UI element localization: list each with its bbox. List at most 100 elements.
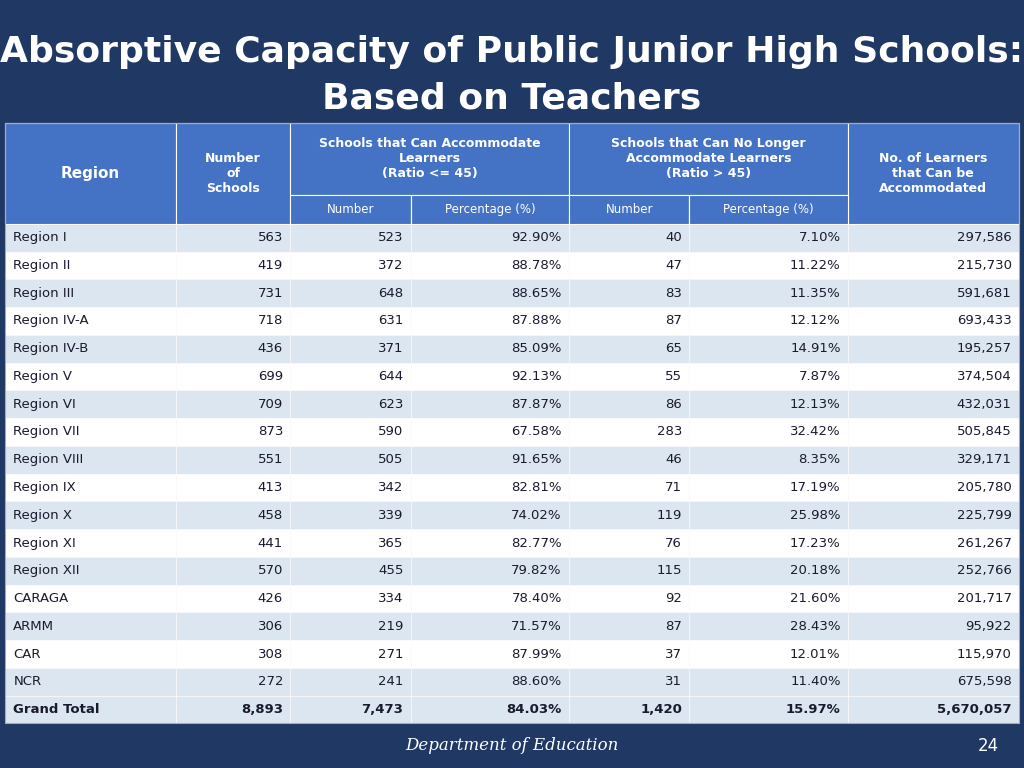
Bar bbox=[290, 195, 411, 223]
Text: Region IX: Region IX bbox=[13, 481, 76, 494]
Bar bbox=[848, 335, 1019, 362]
Text: 873: 873 bbox=[258, 425, 283, 439]
Bar bbox=[689, 696, 848, 723]
Bar bbox=[5, 335, 176, 362]
Bar bbox=[5, 474, 176, 502]
Bar bbox=[569, 307, 689, 335]
Bar bbox=[290, 252, 411, 280]
Bar bbox=[5, 584, 176, 612]
Text: CAR: CAR bbox=[13, 647, 41, 660]
Text: 693,433: 693,433 bbox=[957, 314, 1012, 327]
Text: Region VIII: Region VIII bbox=[13, 453, 84, 466]
Text: 252,766: 252,766 bbox=[956, 564, 1012, 578]
Bar bbox=[5, 641, 176, 668]
Text: NCR: NCR bbox=[13, 675, 41, 688]
Text: 12.13%: 12.13% bbox=[790, 398, 841, 411]
Text: 432,031: 432,031 bbox=[956, 398, 1012, 411]
Bar bbox=[689, 362, 848, 390]
Bar bbox=[176, 474, 290, 502]
Text: 65: 65 bbox=[666, 343, 682, 355]
Bar bbox=[848, 123, 1019, 223]
Text: No. of Learners
that Can be
Accommodated: No. of Learners that Can be Accommodated bbox=[880, 152, 987, 195]
Bar bbox=[411, 641, 569, 668]
Bar bbox=[848, 362, 1019, 390]
Bar bbox=[5, 529, 176, 557]
Text: 55: 55 bbox=[666, 370, 682, 383]
Bar bbox=[569, 446, 689, 474]
Bar bbox=[689, 474, 848, 502]
Bar bbox=[290, 390, 411, 418]
Text: Department of Education: Department of Education bbox=[406, 737, 618, 754]
Bar bbox=[569, 668, 689, 696]
Bar bbox=[176, 584, 290, 612]
Bar bbox=[569, 362, 689, 390]
Text: 87.88%: 87.88% bbox=[511, 314, 562, 327]
Text: 631: 631 bbox=[378, 314, 403, 327]
Text: 644: 644 bbox=[378, 370, 403, 383]
Text: 1,420: 1,420 bbox=[640, 703, 682, 716]
Bar bbox=[848, 307, 1019, 335]
Bar bbox=[689, 195, 848, 223]
Text: 95,922: 95,922 bbox=[966, 620, 1012, 633]
Bar bbox=[411, 280, 569, 307]
Text: 76: 76 bbox=[666, 537, 682, 550]
Bar bbox=[176, 446, 290, 474]
Text: 505: 505 bbox=[378, 453, 403, 466]
Text: 709: 709 bbox=[258, 398, 283, 411]
Bar bbox=[176, 668, 290, 696]
Text: 84.03%: 84.03% bbox=[507, 703, 562, 716]
Bar bbox=[411, 362, 569, 390]
Bar bbox=[689, 280, 848, 307]
Text: 374,504: 374,504 bbox=[957, 370, 1012, 383]
Text: Region: Region bbox=[61, 166, 120, 180]
Bar bbox=[569, 195, 689, 223]
Text: Percentage (%): Percentage (%) bbox=[444, 203, 536, 216]
Text: 21.60%: 21.60% bbox=[791, 592, 841, 605]
Bar bbox=[5, 696, 176, 723]
Bar bbox=[290, 280, 411, 307]
Text: 436: 436 bbox=[258, 343, 283, 355]
Text: 11.35%: 11.35% bbox=[790, 286, 841, 300]
Text: Region X: Region X bbox=[13, 508, 73, 521]
Text: Region II: Region II bbox=[13, 259, 71, 272]
Text: 28.43%: 28.43% bbox=[791, 620, 841, 633]
Bar bbox=[569, 390, 689, 418]
Text: 455: 455 bbox=[378, 564, 403, 578]
Text: 590: 590 bbox=[378, 425, 403, 439]
Bar bbox=[411, 252, 569, 280]
Bar bbox=[569, 280, 689, 307]
Bar bbox=[290, 335, 411, 362]
Text: 426: 426 bbox=[258, 592, 283, 605]
Bar bbox=[689, 584, 848, 612]
Text: 71: 71 bbox=[666, 481, 682, 494]
Bar bbox=[290, 584, 411, 612]
Text: 25.98%: 25.98% bbox=[791, 508, 841, 521]
Text: 219: 219 bbox=[378, 620, 403, 633]
Bar bbox=[569, 557, 689, 584]
Bar bbox=[689, 418, 848, 446]
Text: Number: Number bbox=[605, 203, 653, 216]
Bar bbox=[5, 612, 176, 641]
Bar bbox=[411, 418, 569, 446]
Text: 339: 339 bbox=[378, 508, 403, 521]
Text: 334: 334 bbox=[378, 592, 403, 605]
Text: ARMM: ARMM bbox=[13, 620, 54, 633]
Text: 14.91%: 14.91% bbox=[791, 343, 841, 355]
Bar bbox=[411, 668, 569, 696]
Text: 86: 86 bbox=[666, 398, 682, 411]
Text: 31: 31 bbox=[666, 675, 682, 688]
Text: 195,257: 195,257 bbox=[956, 343, 1012, 355]
Text: 648: 648 bbox=[378, 286, 403, 300]
Bar bbox=[290, 446, 411, 474]
Bar bbox=[848, 696, 1019, 723]
Text: 342: 342 bbox=[378, 481, 403, 494]
Text: 11.22%: 11.22% bbox=[790, 259, 841, 272]
Bar bbox=[176, 696, 290, 723]
Bar bbox=[5, 557, 176, 584]
Bar bbox=[569, 612, 689, 641]
Bar bbox=[689, 446, 848, 474]
Bar bbox=[569, 529, 689, 557]
Bar bbox=[848, 223, 1019, 252]
Text: 83: 83 bbox=[666, 286, 682, 300]
Bar bbox=[290, 307, 411, 335]
